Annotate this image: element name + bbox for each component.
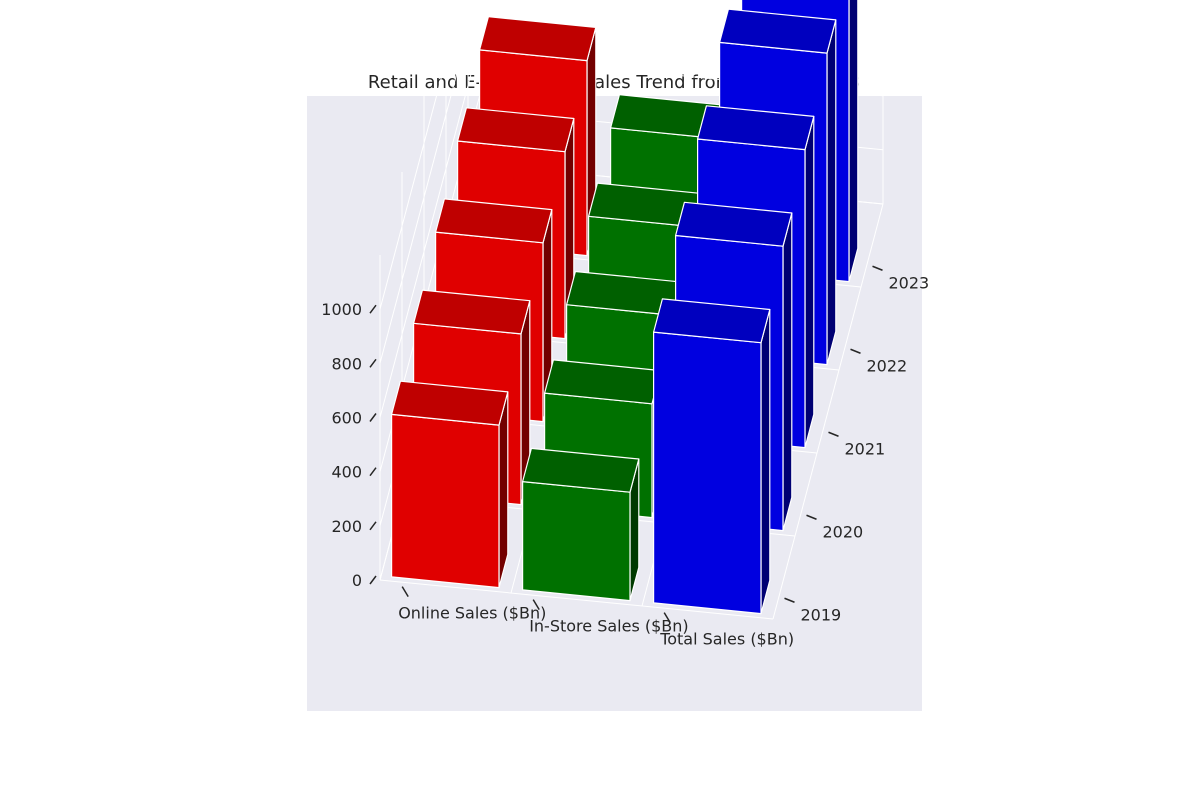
y-tick: [784, 597, 795, 603]
z-gridline: [379, 0, 477, 364]
bar-side-face: [826, 19, 837, 366]
x-tick-label: In-Store Sales ($Bn): [529, 617, 688, 636]
z-tick-label: 600: [331, 409, 362, 428]
z-gridline: [379, 0, 463, 310]
y-tick-label: 2021: [845, 439, 886, 458]
y-tick: [850, 348, 861, 354]
y-tick: [872, 265, 883, 271]
bar-top-face: [413, 289, 531, 335]
x-tick-label: Online Sales ($Bn): [398, 604, 546, 623]
bar: [652, 298, 771, 615]
z-tick: [369, 467, 377, 477]
x-tick: [401, 586, 409, 597]
y-tick-label: 2022: [867, 356, 908, 375]
y-floor-gridline: [379, 579, 774, 620]
y-tick: [806, 514, 817, 520]
z-tick-label: 0: [352, 571, 362, 590]
bars: [391, 0, 859, 615]
x-floor-gridline: [772, 203, 884, 620]
bar-side-face: [804, 115, 815, 449]
z-tick: [369, 521, 377, 531]
z-tick: [369, 358, 377, 368]
bar: [521, 447, 640, 602]
bar-front-face: [391, 413, 500, 589]
bar-side-face: [848, 0, 859, 283]
y-tick: [828, 431, 839, 437]
bar-top-face: [674, 201, 793, 247]
y-tick-label: 2023: [889, 273, 930, 292]
bar-top-face: [479, 16, 597, 62]
bar-front-face: [521, 481, 631, 602]
bar-top-face: [457, 107, 575, 153]
x-tick: [663, 612, 671, 623]
bar-top-face: [391, 380, 509, 426]
z-tick: [369, 413, 377, 422]
bar: [391, 380, 509, 589]
bar-top-face: [435, 198, 553, 244]
bar-front-face: [652, 331, 762, 615]
bar-top-face: [521, 447, 640, 493]
z-tick: [369, 304, 377, 314]
z-tick-label: 200: [331, 517, 362, 536]
axis-ticks: 0 200 400 600 800 1000 Online Sales ($Bn)In-St…: [321, 265, 930, 649]
x-tick: [532, 599, 540, 610]
z-tick-label: 400: [331, 463, 362, 482]
y-tick-label: 2019: [801, 605, 842, 624]
bar-top-face: [652, 298, 771, 344]
z-tick: [369, 575, 377, 585]
z-tick-label: 1000: [321, 300, 362, 319]
x-tick-label: Total Sales ($Bn): [659, 630, 794, 649]
y-tick-label: 2020: [823, 522, 864, 541]
bar-side-face: [782, 212, 793, 532]
bar-top-face: [718, 8, 837, 54]
bar-side-face: [760, 308, 771, 615]
z-tick-label: 800: [331, 354, 362, 373]
bar-top-face: [696, 105, 815, 151]
